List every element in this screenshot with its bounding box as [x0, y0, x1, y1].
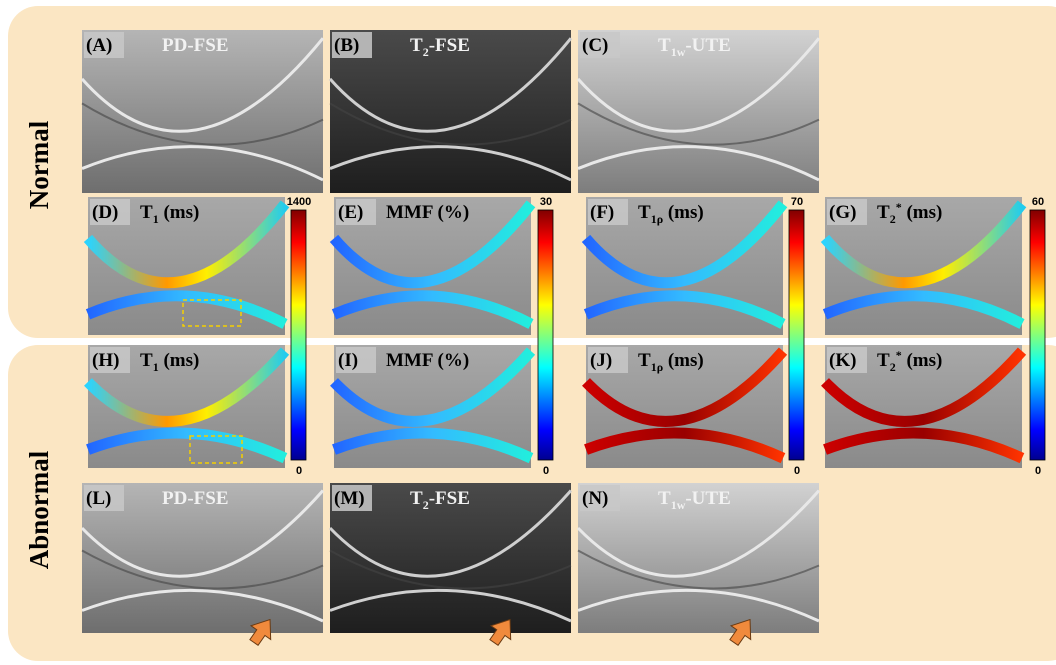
title-sub: 1w	[671, 45, 686, 59]
title-main: T	[877, 202, 890, 223]
panel: (C) T1w-UTE	[578, 30, 819, 193]
panel-letter: (A)	[86, 35, 112, 56]
title-main: PD-FSE	[162, 488, 229, 509]
title-main: T	[638, 350, 651, 371]
title-main: T	[410, 35, 423, 56]
title-main: T	[638, 202, 651, 223]
title-sub: 2	[890, 212, 896, 226]
panel: (K) T2* (ms)	[825, 345, 1022, 468]
panel-title: T1w-UTE	[658, 488, 731, 512]
title-rest: (ms)	[159, 202, 200, 223]
panel: (F) T1ρ (ms)	[586, 197, 783, 335]
colorbar-min: 0	[296, 465, 302, 477]
panel-letter: (B)	[334, 35, 359, 56]
colorbar-max: 1400	[287, 196, 311, 208]
colorbar-min: 0	[794, 465, 800, 477]
colorbar	[789, 210, 804, 460]
panel: (B) T2-FSE	[330, 30, 571, 193]
title-main: MMF (%)	[386, 202, 469, 223]
title-main: T	[410, 488, 423, 509]
panel-letter: (D)	[92, 202, 118, 223]
colorbar	[291, 210, 306, 460]
panel: (A) PD-FSE	[82, 30, 323, 193]
panel: (L) PD-FSE	[82, 483, 323, 633]
panel: (H) T1 (ms)	[88, 345, 285, 468]
panel-title: T2* (ms)	[877, 200, 942, 226]
title-rest: -FSE	[429, 488, 470, 509]
title-rest: (ms)	[902, 202, 943, 223]
colorbar-min: 0	[1035, 465, 1041, 477]
panel-title: PD-FSE	[162, 488, 229, 509]
colorbar-max: 30	[540, 196, 552, 208]
panel-title: T1ρ (ms)	[638, 350, 704, 374]
panel: (M) T2-FSE	[330, 483, 571, 633]
panel-letter: (E)	[338, 202, 363, 223]
panel: (I) MMF (%)	[334, 345, 531, 468]
panel-title: T2* (ms)	[877, 348, 942, 374]
title-main: T	[140, 202, 153, 223]
title-sub: 2	[890, 360, 896, 374]
panel-title: T1 (ms)	[140, 202, 199, 226]
colorbar	[538, 210, 553, 460]
panel-letter: (C)	[582, 35, 608, 56]
panel-title: PD-FSE	[162, 35, 229, 56]
title-rest: (ms)	[902, 350, 943, 371]
row-label: Normal	[24, 120, 54, 209]
panel-title: T1ρ (ms)	[638, 202, 704, 226]
title-rest: (ms)	[159, 350, 200, 371]
row-label: Abnormal	[24, 450, 54, 569]
panel-title: MMF (%)	[386, 350, 469, 371]
panel-title: T1w-UTE	[658, 35, 731, 59]
panel-title: T2-FSE	[410, 35, 470, 59]
colorbar-max: 60	[1032, 196, 1044, 208]
panel-letter: (L)	[86, 488, 111, 509]
panel-letter: (J)	[590, 350, 612, 371]
colorbar-max: 70	[791, 196, 803, 208]
title-sub: 1ρ	[651, 212, 663, 226]
title-rest: -FSE	[429, 35, 470, 56]
panel: (J) T1ρ (ms)	[586, 345, 783, 468]
panel-letter: (M)	[334, 488, 365, 509]
title-rest: -UTE	[685, 35, 730, 56]
panel-letter: (N)	[582, 488, 608, 509]
title-main: MMF (%)	[386, 350, 469, 371]
colorbar	[1030, 210, 1045, 460]
panel-letter: (F)	[590, 202, 614, 223]
panel-letter: (K)	[829, 350, 856, 371]
title-rest: -UTE	[685, 488, 730, 509]
title-sub: 1ρ	[651, 360, 663, 374]
title-main: T	[877, 350, 890, 371]
title-rest: (ms)	[663, 350, 704, 371]
panel: (G) T2* (ms)	[825, 197, 1022, 335]
colorbar-min: 0	[543, 465, 549, 477]
title-main: T	[658, 488, 671, 509]
panel-title: T1 (ms)	[140, 350, 199, 374]
panel-letter: (G)	[829, 202, 856, 223]
figure: Normal Abnormal (A)PD-FSE(B)T2-FSE(C)T1w…	[0, 0, 1056, 665]
title-sub: 1w	[671, 498, 686, 512]
panel: (E) MMF (%)	[334, 197, 531, 335]
panel-title: MMF (%)	[386, 202, 469, 223]
panel: (D) T1 (ms)	[88, 197, 285, 335]
panel-letter: (I)	[338, 350, 358, 371]
title-main: T	[658, 35, 671, 56]
panel-letter: (H)	[92, 350, 119, 371]
panel: (N) T1w-UTE	[578, 483, 819, 633]
title-main: PD-FSE	[162, 35, 229, 56]
panel-title: T2-FSE	[410, 488, 470, 512]
title-rest: (ms)	[663, 202, 704, 223]
title-main: T	[140, 350, 153, 371]
